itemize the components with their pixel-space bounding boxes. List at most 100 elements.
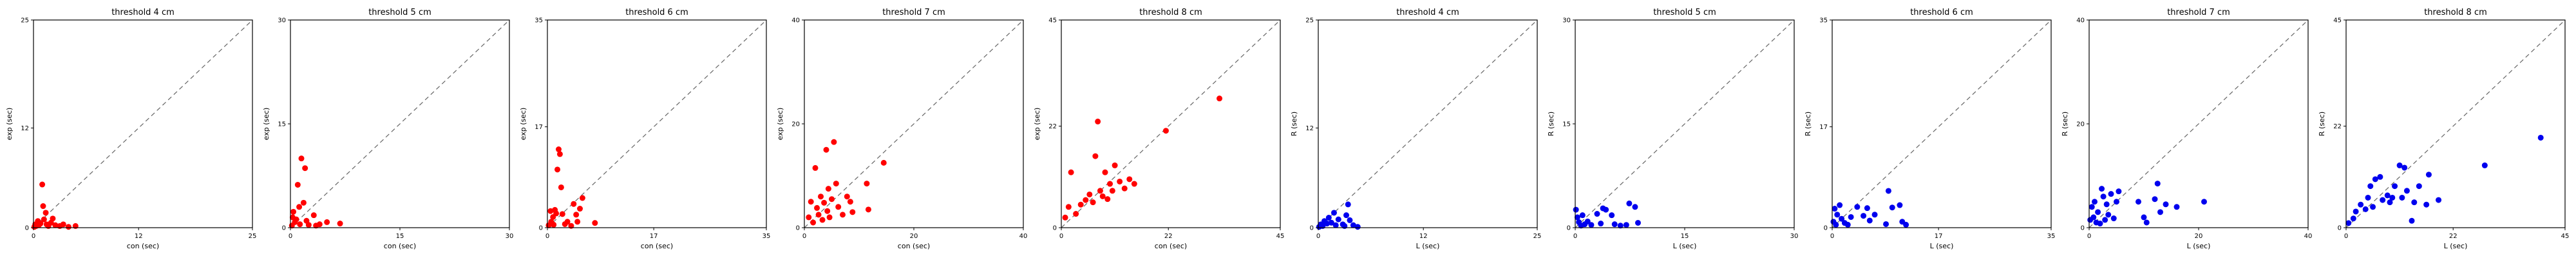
axes-frame (33, 19, 253, 228)
data-point (43, 210, 49, 216)
y-tick-label: 0 (1824, 225, 1828, 232)
subplot-4: threshold 7 cm 0 20 40 0 20 40 con (sec) exp (se… (776, 8, 1027, 250)
subplot-6: threshold 4 cm 0 12 25 0 12 25 L (sec) R (sec) (1290, 8, 1541, 250)
x-tick-label: 12 (135, 233, 143, 240)
data-point (559, 211, 565, 217)
data-point (2399, 194, 2405, 201)
y-tick-label: 25 (21, 17, 29, 25)
x-tick-label: 22 (2449, 233, 2458, 240)
data-point (2152, 196, 2158, 203)
data-point (2110, 215, 2117, 222)
data-point (1573, 206, 1579, 213)
x-axis-label: con (sec) (127, 242, 159, 250)
y-axis-label: exp (sec) (519, 108, 527, 141)
data-point (65, 224, 71, 230)
data-point (2365, 194, 2371, 201)
data-point (2088, 204, 2095, 210)
data-point (806, 214, 812, 221)
diagonal-reference-line (547, 19, 767, 228)
data-point (300, 199, 307, 206)
data-point (825, 186, 831, 192)
data-point (818, 194, 824, 200)
y-tick-label: 30 (1562, 17, 1571, 25)
x-axis-label: con (sec) (641, 242, 673, 250)
axes-frame (1832, 19, 2052, 228)
data-point (1834, 212, 1841, 218)
data-point (1617, 223, 1624, 229)
data-point (1347, 217, 1353, 223)
x-axis-label: L (sec) (1416, 242, 1440, 250)
data-point (1579, 212, 1586, 219)
data-point (1866, 217, 1873, 224)
data-point (297, 221, 303, 228)
data-point (2353, 208, 2359, 215)
axes-frame (2345, 19, 2566, 228)
chart-title: threshold 5 cm (1653, 8, 1716, 17)
data-point (2537, 134, 2544, 141)
data-point (810, 219, 817, 226)
data-point (305, 222, 312, 228)
data-point (2416, 183, 2422, 190)
data-point (1099, 193, 1106, 199)
subplot-1: threshold 4 cm 0 12 25 0 12 25 con (sec) exp (se… (5, 8, 256, 250)
data-point (2174, 204, 2180, 210)
chart-title: threshold 6 cm (1910, 8, 1973, 17)
diagonal-reference-line (1832, 19, 2052, 228)
data-point (2143, 219, 2150, 226)
data-point (815, 212, 822, 218)
y-tick-label: 15 (278, 121, 286, 128)
data-point (1083, 197, 1089, 203)
subplot-10: threshold 8 cm 0 22 45 0 22 45 L (sec) R (sec) (2318, 8, 2569, 250)
y-axis-label: R (sec) (1804, 112, 1812, 136)
data-point (1117, 178, 1123, 184)
subplot-8: threshold 6 cm 0 17 35 0 17 35 L (sec) R (sec) (1804, 8, 2055, 250)
y-axis-label: R (sec) (1290, 112, 1298, 136)
y-tick-label: 0 (25, 225, 29, 232)
x-tick-label: 35 (762, 233, 771, 240)
data-point (2092, 199, 2098, 205)
data-point (2389, 194, 2396, 201)
data-point (1217, 95, 1223, 102)
data-point (579, 195, 585, 201)
y-tick-label: 45 (2333, 17, 2342, 25)
y-tick-label: 0 (2081, 225, 2085, 232)
data-point (840, 212, 846, 218)
y-tick-label: 0 (796, 225, 800, 232)
x-tick-label: 17 (650, 233, 658, 240)
data-point (555, 146, 562, 153)
data-point (829, 196, 835, 203)
y-tick-label: 17 (1819, 124, 1828, 131)
data-point (1861, 213, 1867, 219)
x-tick-label: 0 (802, 233, 806, 240)
x-tick-label: 30 (506, 233, 514, 240)
data-point (1632, 204, 1638, 210)
data-point (1126, 176, 1133, 183)
data-point (1626, 200, 1633, 206)
data-point (294, 181, 301, 188)
data-point (302, 165, 308, 172)
data-point (2370, 204, 2376, 210)
data-point (1885, 188, 1891, 194)
data-point (1584, 218, 1591, 224)
y-tick-label: 35 (1819, 17, 1828, 25)
y-axis-label: exp (sec) (5, 108, 14, 141)
x-axis-label: con (sec) (898, 242, 930, 250)
data-point (2358, 201, 2364, 208)
data-point (1833, 221, 1839, 228)
diagonal-reference-line (804, 19, 1024, 228)
chart-title: threshold 8 cm (1139, 8, 1202, 17)
data-point (592, 220, 598, 226)
diagonal-reference-line (1318, 19, 1538, 228)
data-point (2384, 192, 2391, 199)
data-point (1839, 215, 1845, 222)
data-point (812, 164, 819, 171)
y-axis-label: exp (sec) (776, 108, 784, 141)
chart-title: threshold 5 cm (368, 8, 431, 17)
data-point (1104, 196, 1111, 203)
x-axis-label: L (sec) (2187, 242, 2211, 250)
data-point (556, 151, 563, 157)
x-tick-label: 0 (1573, 233, 1577, 240)
data-point (296, 204, 303, 210)
data-point (819, 217, 826, 223)
x-tick-label: 0 (2087, 233, 2091, 240)
